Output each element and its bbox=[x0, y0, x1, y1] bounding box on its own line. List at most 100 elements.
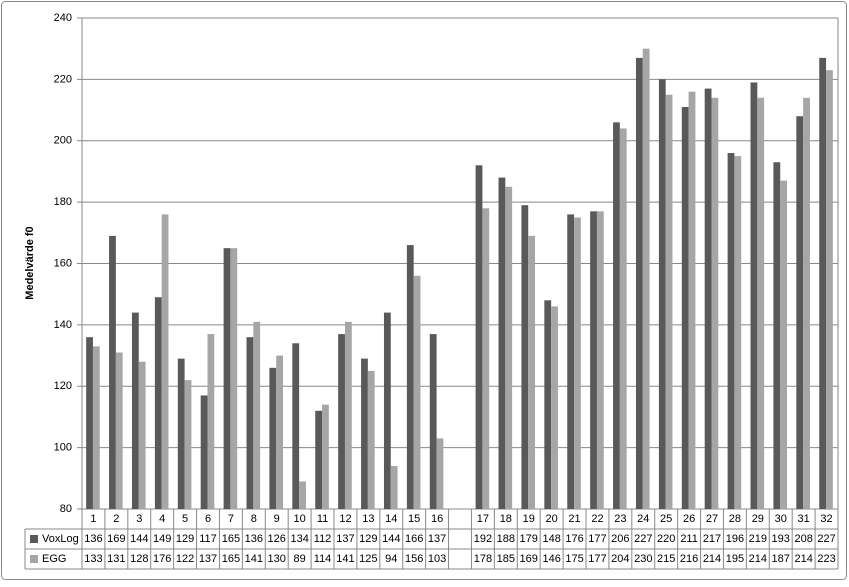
bar bbox=[161, 214, 169, 509]
x-tick-label: 18 bbox=[500, 513, 512, 525]
table-value: 166 bbox=[405, 533, 423, 545]
x-tick-label: 6 bbox=[205, 513, 211, 525]
bar bbox=[635, 57, 643, 510]
x-tick-label: 30 bbox=[775, 513, 787, 525]
legend-swatch bbox=[30, 535, 38, 543]
table-value: 114 bbox=[314, 553, 332, 565]
x-tick-label: 4 bbox=[159, 513, 165, 525]
bar bbox=[92, 346, 100, 509]
bar bbox=[826, 70, 833, 509]
bar bbox=[619, 128, 627, 509]
table-value: 137 bbox=[336, 533, 354, 545]
x-tick-label: 26 bbox=[683, 513, 695, 525]
bar bbox=[551, 306, 558, 509]
bar bbox=[780, 180, 788, 510]
y-tick-label: 120 bbox=[54, 380, 72, 392]
bar bbox=[406, 245, 414, 509]
table-value: 112 bbox=[314, 533, 332, 545]
y-tick-label: 200 bbox=[54, 135, 72, 147]
y-tick-label: 160 bbox=[54, 257, 72, 269]
table-value: 137 bbox=[199, 553, 217, 565]
bar bbox=[367, 370, 375, 509]
bar bbox=[505, 186, 513, 509]
bar bbox=[658, 79, 666, 509]
table-value: 215 bbox=[657, 553, 675, 565]
table-value: 129 bbox=[359, 533, 377, 545]
bar bbox=[681, 106, 689, 510]
table-value: 136 bbox=[84, 533, 102, 545]
bar bbox=[475, 165, 483, 510]
x-tick-label: 22 bbox=[591, 513, 603, 525]
bar bbox=[115, 352, 123, 509]
bar bbox=[750, 82, 758, 509]
y-tick-label: 80 bbox=[60, 503, 72, 515]
table-value: 149 bbox=[153, 533, 171, 545]
y-axis-label: Medelvärde f0 bbox=[24, 226, 36, 299]
table-value: 144 bbox=[130, 533, 148, 545]
bar bbox=[131, 312, 139, 509]
bar bbox=[86, 337, 93, 509]
table-value: 230 bbox=[634, 553, 652, 565]
table-value: 177 bbox=[588, 533, 606, 545]
table-value: 214 bbox=[703, 553, 721, 565]
bar bbox=[819, 57, 827, 510]
bar bbox=[429, 334, 437, 509]
x-tick-label: 16 bbox=[431, 513, 443, 525]
x-tick-label: 2 bbox=[113, 513, 119, 525]
table-value: 214 bbox=[794, 553, 812, 565]
bar bbox=[498, 177, 506, 509]
table-value: 223 bbox=[817, 553, 835, 565]
table-value: 219 bbox=[749, 533, 767, 545]
bar bbox=[704, 88, 712, 510]
x-tick-label: 9 bbox=[274, 513, 280, 525]
table-value: 122 bbox=[176, 553, 194, 565]
bar bbox=[567, 214, 575, 509]
table-value: 187 bbox=[772, 553, 790, 565]
x-tick-label: 1 bbox=[90, 513, 96, 525]
bar bbox=[613, 122, 620, 510]
bar bbox=[757, 97, 765, 509]
x-tick-label: 28 bbox=[729, 513, 741, 525]
x-tick-label: 23 bbox=[614, 513, 626, 525]
table-value: 220 bbox=[657, 533, 675, 545]
table-value: 185 bbox=[497, 553, 515, 565]
x-tick-label: 11 bbox=[317, 513, 328, 525]
x-tick-label: 15 bbox=[408, 513, 420, 525]
table-value: 192 bbox=[474, 533, 492, 545]
bar bbox=[138, 361, 146, 509]
table-value: 227 bbox=[634, 533, 652, 545]
bar bbox=[184, 380, 192, 509]
bar bbox=[590, 211, 597, 510]
bar bbox=[361, 358, 368, 509]
x-tick-label: 31 bbox=[798, 513, 810, 525]
bar bbox=[711, 97, 719, 509]
table-value: 125 bbox=[359, 553, 377, 565]
y-tick-label: 220 bbox=[54, 73, 72, 85]
bar bbox=[390, 466, 398, 509]
x-tick-label: 10 bbox=[294, 513, 306, 525]
bar bbox=[796, 116, 804, 509]
table-value: 144 bbox=[382, 533, 400, 545]
x-tick-label: 12 bbox=[339, 513, 351, 525]
table-value: 165 bbox=[222, 533, 240, 545]
table-value: 129 bbox=[176, 533, 194, 545]
x-tick-label: 27 bbox=[706, 513, 718, 525]
table-value: 165 bbox=[222, 553, 240, 565]
bar bbox=[253, 321, 261, 509]
bar bbox=[574, 217, 581, 509]
bar bbox=[521, 205, 529, 509]
bar bbox=[596, 211, 604, 510]
table-value: 188 bbox=[497, 533, 515, 545]
x-tick-label: 13 bbox=[362, 513, 374, 525]
table-value: 130 bbox=[268, 553, 286, 565]
table-value: 141 bbox=[245, 553, 263, 565]
bar bbox=[292, 343, 300, 509]
x-tick-label: 32 bbox=[820, 513, 832, 525]
table-value: 134 bbox=[290, 533, 308, 545]
x-tick-label: 14 bbox=[385, 513, 397, 525]
table-value: 148 bbox=[542, 533, 560, 545]
table-value: 177 bbox=[588, 553, 606, 565]
table-value: 208 bbox=[794, 533, 812, 545]
table-value: 195 bbox=[726, 553, 744, 565]
bar bbox=[665, 94, 673, 509]
